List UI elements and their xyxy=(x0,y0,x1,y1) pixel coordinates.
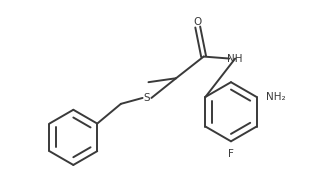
Text: NH: NH xyxy=(228,53,243,64)
Text: NH₂: NH₂ xyxy=(266,92,286,102)
Text: S: S xyxy=(143,93,150,103)
Text: F: F xyxy=(228,149,234,159)
Text: O: O xyxy=(194,17,202,27)
